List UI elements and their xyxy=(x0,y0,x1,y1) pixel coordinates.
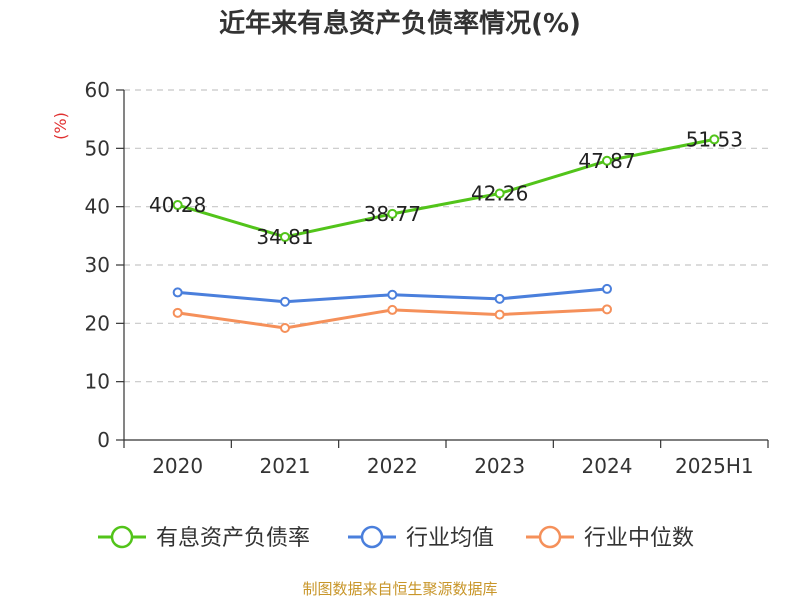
gridlines xyxy=(124,89,768,383)
data-point xyxy=(280,323,290,333)
data-point xyxy=(172,307,183,318)
data-point xyxy=(494,293,505,304)
legend-label: 行业中位数 xyxy=(584,526,694,551)
data-point xyxy=(387,208,398,219)
data-point xyxy=(709,134,720,145)
x-tick-label: 2024 xyxy=(582,454,633,478)
data-label: 40.28 xyxy=(149,193,206,217)
data-point xyxy=(602,304,612,315)
data-point xyxy=(280,296,290,307)
x-tick-label: 2022 xyxy=(367,454,418,478)
y-tick-label: 30 xyxy=(85,253,110,277)
series-lines xyxy=(172,134,720,333)
data-point xyxy=(494,309,505,320)
y-axis-ticks: 0 10 20 30 40 50 60 xyxy=(85,78,124,452)
data-point xyxy=(602,155,612,166)
data-label: 51.53 xyxy=(686,127,743,151)
data-point xyxy=(280,231,290,242)
legend-label: 行业均值 xyxy=(406,526,494,551)
data-point xyxy=(387,289,398,300)
legend-label: 有息资产负债率 xyxy=(156,526,310,551)
data-point xyxy=(602,283,612,294)
data-point xyxy=(494,188,505,199)
data-label: 34.81 xyxy=(256,225,313,249)
y-tick-label: 40 xyxy=(85,195,110,219)
y-axis-unit-label: (%) xyxy=(51,112,70,140)
legend-swatch-marker xyxy=(538,525,562,549)
legend-swatch-marker xyxy=(110,525,134,549)
source-note: 制图数据来自恒生聚源数据库 xyxy=(302,580,497,598)
data-label: 42.26 xyxy=(471,181,528,205)
x-tick-label: 2023 xyxy=(474,454,525,478)
legend[interactable]: 有息资产负债率 行业均值 行业中位数 xyxy=(98,525,694,551)
data-point xyxy=(387,304,398,315)
legend-swatch-marker xyxy=(360,525,384,549)
legend-item[interactable]: 行业均值 xyxy=(348,525,494,551)
y-tick-label: 0 xyxy=(97,428,110,452)
y-tick-label: 60 xyxy=(85,78,110,102)
data-point xyxy=(172,200,183,211)
y-tick-label: 50 xyxy=(85,136,110,160)
x-tick-label: 2025H1 xyxy=(675,454,754,478)
x-tick-label: 2021 xyxy=(260,454,311,478)
series-line xyxy=(177,137,715,239)
data-point xyxy=(172,287,183,298)
x-tick-label: 2020 xyxy=(152,454,203,478)
legend-item[interactable]: 行业中位数 xyxy=(526,525,694,551)
data-label: 38.77 xyxy=(364,202,421,226)
y-tick-label: 10 xyxy=(85,370,110,394)
x-axis-ticks: 2020 2021 2022 2023 2024 2025H1 xyxy=(123,440,769,478)
data-label: 47.87 xyxy=(578,149,635,173)
chart-title: 近年来有息资产负债率情况(%) xyxy=(219,8,581,39)
legend-item[interactable]: 有息资产负债率 xyxy=(98,525,310,551)
y-tick-label: 20 xyxy=(85,311,110,335)
data-labels: 40.28 34.81 38.77 42.26 47.87 51.53 xyxy=(149,127,743,249)
